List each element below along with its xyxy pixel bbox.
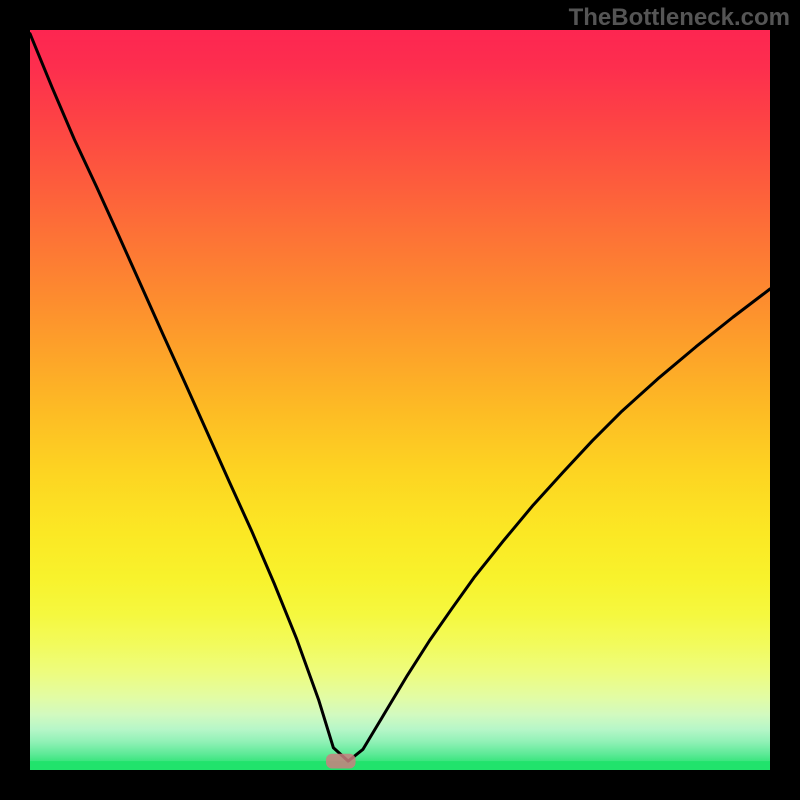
optimum-marker <box>326 754 356 769</box>
baseline-band <box>30 761 770 770</box>
chart-stage: TheBottleneck.com <box>0 0 800 800</box>
gradient-background <box>30 30 770 770</box>
bottleneck-chart-svg <box>0 0 800 800</box>
